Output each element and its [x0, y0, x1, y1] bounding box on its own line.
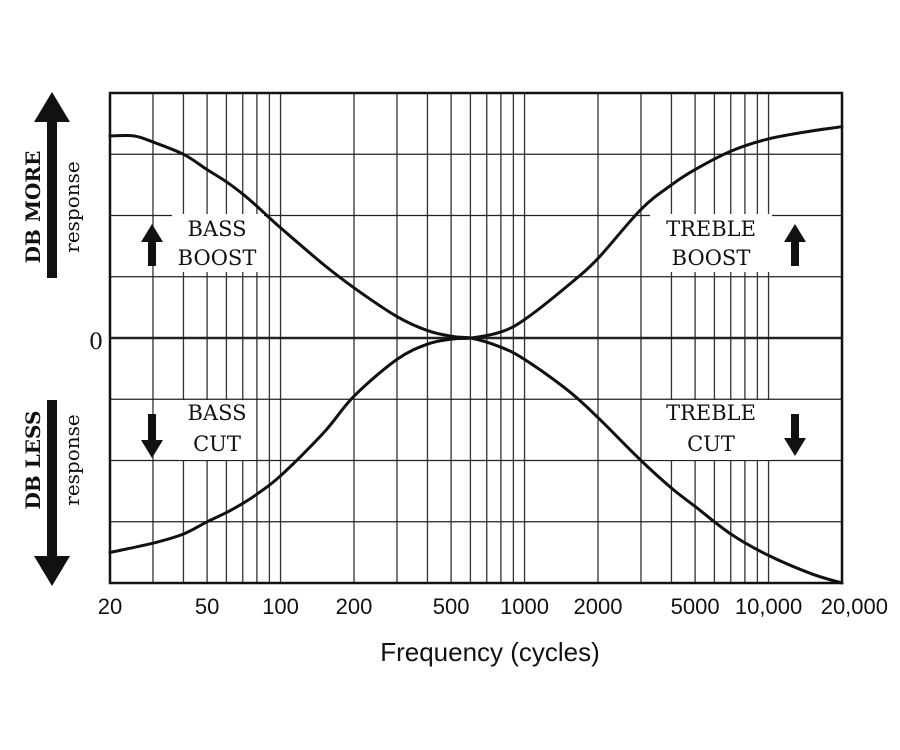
bass-boost-line2: BOOST	[178, 246, 257, 270]
bass-cut-annotation: BASS CUT	[141, 400, 256, 460]
x-tick-label: 2000	[574, 594, 623, 619]
x-tick-label: 500	[433, 594, 470, 619]
down-arrow-icon	[784, 414, 806, 456]
bass-cut-line2: CUT	[193, 432, 241, 456]
zero-label: 0	[89, 330, 103, 355]
bass-boost-line1: BASS	[187, 217, 246, 241]
y-axis-upper-line1: DB MORE	[21, 151, 45, 264]
treble-boost-annotation: TREBLE BOOST	[650, 214, 806, 272]
y-axis-upper-label: DB MORE response	[21, 151, 84, 264]
treble-cut-line1: TREBLE	[666, 401, 756, 425]
x-tick-label: 100	[262, 594, 299, 619]
y-axis-lower-line1: DB LESS	[21, 411, 45, 510]
treble-cut-curve	[449, 335, 844, 585]
bass-boost-annotation: BASS BOOST	[141, 214, 264, 272]
bass-cut-line1: BASS	[187, 401, 246, 425]
up-arrow-icon	[141, 224, 163, 266]
treble-boost-line1: TREBLE	[666, 217, 756, 241]
x-tick-label: 1000	[500, 594, 549, 619]
x-tick-label: 200	[336, 594, 373, 619]
x-tick-label: 20	[98, 594, 122, 619]
y-axis-lower-line2: response	[60, 414, 84, 505]
treble-boost-curve	[449, 125, 844, 340]
x-tick-label: 10,000	[735, 594, 802, 619]
x-axis-title: Frequency (cycles)	[380, 637, 600, 667]
x-tick-label: 20,000	[821, 594, 888, 619]
bass-cut-curve	[108, 336, 472, 554]
x-tick-labels: 20 50 100 200 500 1000 2000 5000 10,000 20,000	[98, 594, 888, 619]
less-response-arrow-icon	[34, 400, 70, 586]
x-tick-label: 5000	[671, 594, 720, 619]
more-response-arrow-icon	[34, 92, 70, 278]
plot-frame	[108, 91, 844, 585]
y-axis-lower-label: DB LESS response	[21, 411, 84, 510]
treble-boost-line2: BOOST	[672, 246, 751, 270]
y-axis-upper-line2: response	[60, 161, 84, 252]
bass-boost-curve	[108, 133, 472, 340]
x-tick-label: 50	[195, 594, 219, 619]
up-arrow-icon	[784, 224, 806, 266]
down-arrow-icon	[141, 414, 163, 458]
treble-cut-line2: CUT	[687, 432, 735, 456]
treble-cut-annotation: TREBLE CUT	[650, 400, 806, 460]
response-curves	[108, 125, 844, 585]
